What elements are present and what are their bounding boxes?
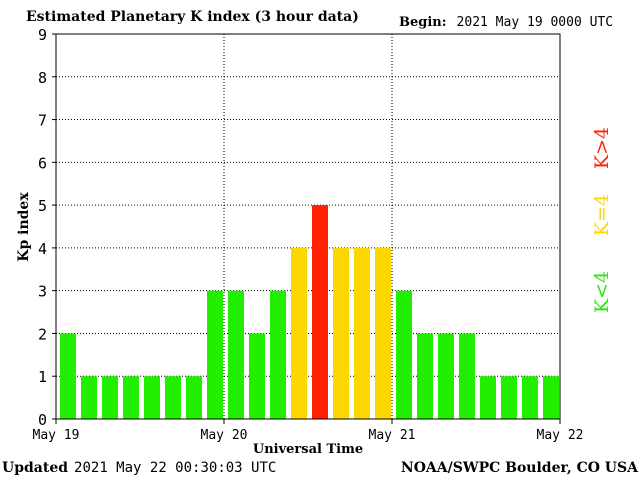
y-tick-label: 1 (38, 368, 47, 386)
kp-bar (396, 290, 412, 419)
begin-value: 2021 May 19 0000 UTC (456, 15, 614, 30)
updated-label: Updated (2, 460, 69, 476)
kp-bar (207, 290, 223, 419)
kp-bar (144, 376, 160, 419)
source-credit: NOAA/SWPC Boulder, CO USA (400, 460, 638, 476)
legend-label: K=4 (591, 194, 613, 236)
kp-bar (228, 290, 244, 419)
y-tick-label: 3 (38, 283, 47, 301)
kp-bar (354, 247, 370, 419)
kp-bar (81, 376, 97, 419)
updated-timestamp: Updated 2021 May 22 00:30:03 UTC (2, 460, 276, 476)
kp-bar (123, 376, 139, 419)
begin-label: Begin: (399, 15, 447, 30)
kp-bar (522, 376, 538, 419)
kp-bar (60, 333, 76, 419)
kp-bar (249, 333, 265, 419)
kp-bar (165, 376, 181, 419)
kp-bar (501, 376, 517, 419)
x-axis-label: Universal Time (253, 442, 363, 457)
plot-frame (55, 33, 561, 420)
kp-bar (291, 247, 307, 419)
legend-label: K<4 (591, 271, 613, 313)
y-tick-label: 2 (38, 325, 47, 343)
legend-label: K>4 (591, 127, 613, 169)
y-tick-label: 5 (38, 197, 47, 215)
y-tick-label: 9 (38, 26, 47, 44)
begin-date: Begin: 2021 May 19 0000 UTC (399, 15, 613, 30)
y-tick-label: 8 (38, 69, 47, 87)
x-tick-label: May 20 (201, 428, 248, 443)
y-tick-label: 7 (38, 112, 47, 130)
x-tick-label: May 19 (33, 428, 80, 443)
x-tick-label: May 22 (537, 428, 584, 443)
kp-bar (438, 333, 454, 419)
y-tick-label: 0 (38, 411, 47, 429)
kp-bar (459, 333, 475, 419)
y-axis-label: Kp index (16, 192, 32, 262)
kp-bar (543, 376, 559, 419)
kp-bar (417, 333, 433, 419)
y-tick-label: 4 (38, 240, 47, 258)
kp-bar (186, 376, 202, 419)
kp-bar (312, 205, 328, 419)
x-tick-label: May 21 (369, 428, 416, 443)
kp-bar (375, 247, 391, 419)
kp-bar (480, 376, 496, 419)
updated-value: 2021 May 22 00:30:03 UTC (74, 460, 277, 476)
plot-area (56, 34, 560, 419)
kp-bar (333, 247, 349, 419)
chart-title: Estimated Planetary K index (3 hour data… (26, 9, 359, 25)
kp-bar (102, 376, 118, 419)
y-tick-label: 6 (38, 154, 47, 172)
kp-bar (270, 290, 286, 419)
